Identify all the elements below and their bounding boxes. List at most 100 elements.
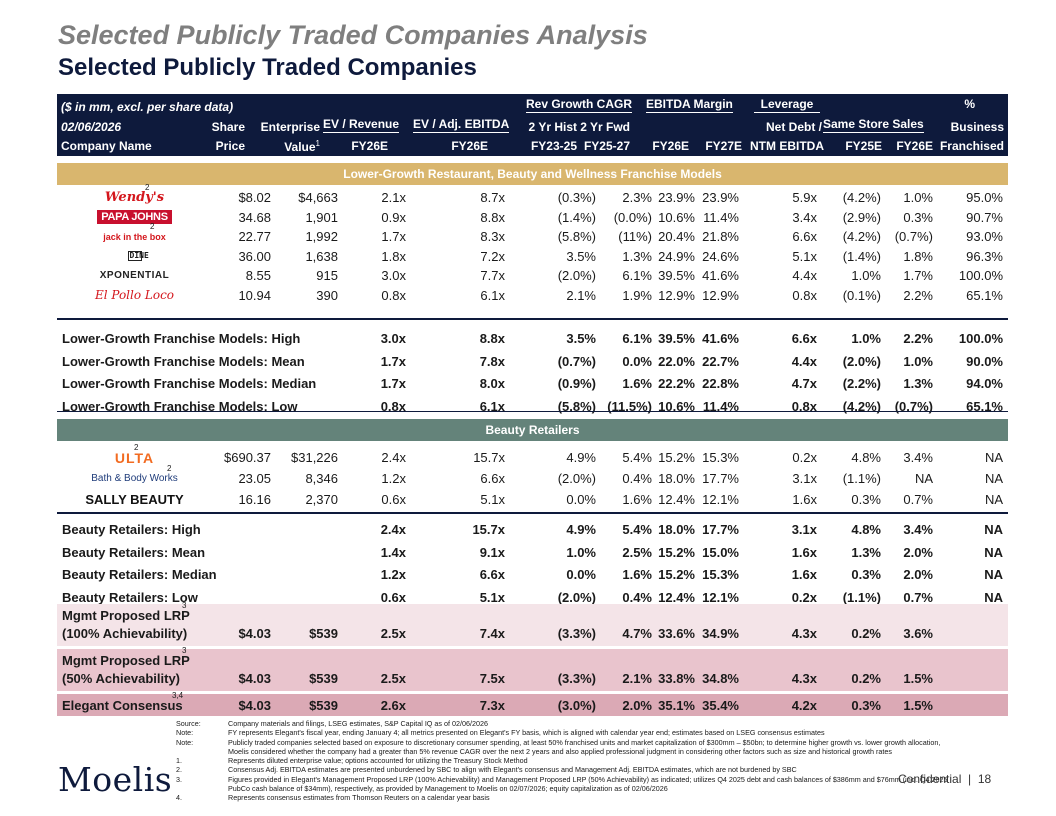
cell-sss-fy25: (1.1%)	[842, 589, 881, 605]
cell-share-price: 36.00	[238, 248, 271, 264]
cell-franchised-pct: 95.0%	[966, 190, 1003, 205]
sss-fy26: FY26E	[896, 139, 933, 153]
cell-sss-fy26: 1.3%	[903, 376, 933, 391]
cell-sss-fy25: (4.2%)	[842, 398, 881, 414]
stat-label: Lower-Growth Franchise Models: Median	[62, 376, 317, 391]
cell-leverage: 4.2x	[791, 698, 817, 713]
cell-leverage: 6.6x	[792, 229, 817, 244]
cell-ev-revenue: 1.2x	[380, 567, 406, 582]
lrp50-row: (50% Achievability) $4.03 $539 2.5x 7.5x (3.3…	[57, 668, 1008, 689]
cell-ev-ebitda: 7.2x	[480, 248, 505, 264]
cell-sss-fy25: 0.3%	[851, 492, 881, 507]
footnote-key: Note:	[176, 728, 194, 738]
cell-share-price: 16.16	[238, 492, 271, 507]
cell-fwd-cagr: 1.6%	[622, 376, 652, 391]
cell-fwd-cagr: 1.3%	[622, 248, 652, 264]
cell-margin-fy26: 12.4%	[658, 589, 695, 605]
cell-ev-revenue: 1.8x	[381, 248, 406, 264]
cell-ev-ebitda: 15.7x	[472, 522, 505, 537]
cell-ev-revenue: 0.6x	[381, 492, 406, 507]
footnote-item: 2. Consensus Adj. EBITDA estimates are pr…	[176, 765, 948, 774]
cell-franchised-pct: NA	[984, 471, 1003, 486]
ntm-ebitda-header: NTM EBITDA	[750, 139, 824, 153]
ev-revenue-header: EV / Revenue	[323, 117, 400, 133]
cell-hist-cagr: (0.7%)	[557, 353, 596, 369]
cell-ev-revenue: 2.4x	[380, 522, 406, 537]
cell-hist-cagr: 0.0%	[566, 567, 596, 582]
section-restaurant: Lower-Growth Restaurant, Beauty and Well…	[57, 163, 1008, 185]
ev-footnote: 1	[315, 139, 320, 148]
cell-share-price: $8.02	[238, 190, 271, 205]
cell-sss-fy25: (1.1%)	[842, 471, 881, 486]
cell-sss-fy26: 3.6%	[903, 626, 933, 641]
cell-margin-fy26: 10.6%	[658, 209, 695, 225]
cell-sss-fy25: 0.3%	[851, 698, 881, 713]
cell-margin-fy26: 15.2%	[658, 450, 695, 465]
cell-hist-cagr: (5.8%)	[557, 229, 596, 244]
cell-margin-fy27: 22.8%	[702, 376, 739, 391]
cell-enterprise-value: $539	[309, 671, 338, 686]
cell-franchised-pct: NA	[984, 450, 1003, 465]
cell-sss-fy26: 1.8%	[903, 248, 933, 264]
cell-share-price: $690.37	[224, 450, 271, 465]
footnote-key: Note:	[176, 737, 194, 747]
cell-ev-revenue: 1.7x	[380, 376, 406, 391]
cell-enterprise-value: 915	[316, 268, 338, 283]
cell-sss-fy26: NA	[914, 471, 933, 486]
sally-beauty-logo: SALLY BEAUTY	[57, 489, 212, 510]
stat-row: Lower-Growth Franchise Models: High 3.0x 8…	[57, 328, 1008, 349]
cell-sss-fy26: (0.7%)	[894, 398, 933, 414]
company-row: XPONENTIAL 8.55 915 3.0x 7.7x (2.0%) 6.1% 39.5%…	[57, 265, 1008, 286]
cell-margin-fy26: 35.1%	[658, 698, 695, 713]
cell-franchised-pct: 65.1%	[966, 287, 1003, 303]
cell-franchised-pct: 90.7%	[966, 209, 1003, 225]
consensus-band	[57, 694, 1008, 716]
business-header: Business	[950, 120, 1004, 134]
cell-fwd-cagr: 2.3%	[622, 190, 652, 205]
company-row: El Pollo Loco 10.94 390 0.8x 6.1x 2.1% 1.9% 12.…	[57, 285, 1008, 306]
cell-ev-ebitda: 6.1x	[480, 287, 505, 303]
cell-hist-cagr: (3.0%)	[557, 698, 596, 713]
cell-margin-fy27: 12.1%	[702, 492, 739, 507]
cell-enterprise-value: 1,992	[305, 229, 338, 244]
ev-ebitda-period: FY26E	[451, 139, 488, 153]
margin-header: EBITDA Margin	[646, 97, 733, 113]
footnote-item: Source: Company materials and filings, LS…	[176, 719, 948, 728]
cell-ev-ebitda: 8.8x	[479, 331, 505, 346]
footnote-text: Figures provided in Elegant's Management…	[228, 774, 948, 794]
footnote-marker: 3,4	[172, 691, 184, 700]
cell-leverage: 3.1x	[792, 471, 817, 486]
footnote-item: 3. Figures provided in Elegant's Manageme…	[176, 775, 948, 794]
cell-margin-fy26: 15.2%	[658, 544, 695, 560]
cell-share-price: $4.03	[238, 626, 271, 641]
cell-fwd-cagr: 2.0%	[622, 698, 652, 713]
margin-fy27: FY27E	[705, 139, 742, 153]
cell-margin-fy27: 11.4%	[703, 209, 739, 225]
moelis-logo: Moelis	[58, 760, 173, 799]
cell-share-price: $4.03	[238, 671, 271, 686]
cell-margin-fy27: 34.9%	[702, 626, 739, 641]
dine-wordmark: DINE	[127, 251, 149, 261]
sss-header: Same Store Sales	[823, 117, 924, 133]
price-header: Price	[215, 139, 245, 153]
cell-sss-fy26: (0.7%)	[894, 229, 933, 244]
cell-margin-fy27: 21.8%	[702, 229, 739, 244]
cell-ev-revenue: 2.5x	[380, 626, 406, 641]
cell-sss-fy25: 0.2%	[851, 671, 881, 686]
cell-sss-fy26: 0.3%	[903, 209, 933, 225]
cell-fwd-cagr: 0.4%	[622, 471, 652, 486]
footnote-text: Represents diluted enterprise value; opt…	[228, 756, 528, 766]
cell-sss-fy25: 0.3%	[851, 567, 881, 582]
cell-enterprise-value: 1,901	[305, 209, 338, 225]
cell-margin-fy26: 18.0%	[658, 471, 695, 486]
cell-ev-revenue: 0.9x	[381, 209, 406, 225]
ulta-wordmark: ULTA	[114, 449, 155, 466]
cell-margin-fy27: 23.9%	[702, 190, 739, 205]
xponential-wordmark: XPONENTIAL	[99, 270, 170, 281]
cell-enterprise-value: 390	[316, 287, 338, 303]
page-supertitle: Selected Publicly Traded Companies Analy…	[58, 20, 648, 50]
cell-hist-cagr: (1.4%)	[557, 209, 596, 225]
cell-sss-fy25: (2.0%)	[842, 353, 881, 369]
stat-row: Lower-Growth Franchise Models: Median 1.7…	[57, 373, 1008, 394]
cell-enterprise-value: $31,226	[291, 450, 338, 465]
